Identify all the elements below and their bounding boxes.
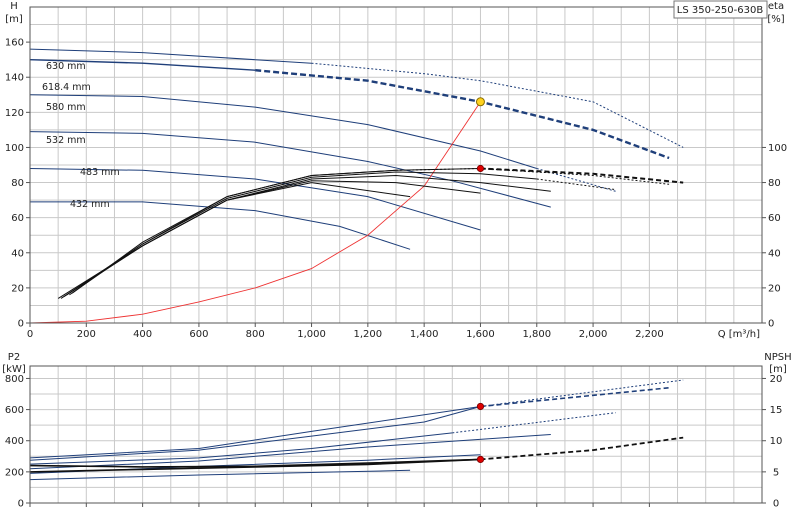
y-right-tick-label: 0 [768,319,774,330]
head-curve-532-mm [29,131,551,208]
y-right-tick-label: 15 [770,405,783,416]
efficiency-curve [60,180,481,299]
bottom-plot-frame [29,365,763,504]
y-left-axis-unit: [m] [5,14,23,25]
x-axis-label: Q [m³/h] [718,329,760,340]
npsh-curve-ext [480,436,684,461]
y-left-tick-label: 160 [5,38,24,49]
diameter-label: 432 mm [70,199,110,210]
duty-point-marker [475,97,485,107]
efficiency-curve [66,171,537,296]
y-left-tick-label: 100 [5,143,24,154]
y-left-tick-label: 600 [5,405,24,416]
npsh-curve [29,458,481,473]
y-right-tick-label: 20 [770,374,783,385]
efficiency-point-marker [476,164,485,173]
y-right-tick-label: 80 [768,178,781,189]
grid-layer [29,6,763,504]
head-curve-580-mm [29,94,537,169]
x-tick-label: 1,600 [466,329,495,340]
y-left-tick-label: 80 [11,178,24,189]
label-layer: LS 350-250-630B [673,0,768,19]
efficiency-curve-ext [395,167,670,185]
efficiency-curve [69,168,481,296]
y-right-tick-label: 20 [768,283,781,294]
y-left-tick-label: 0 [18,319,24,330]
system-curve [29,101,481,324]
x-tick-label: 1,400 [410,329,439,340]
y-right-axis-unit: [%] [767,14,784,25]
x-tick-label: 200 [77,329,96,340]
y-left-axis-unit: [kW] [2,364,26,375]
head-curve-618-4-mm [29,59,256,71]
y-right-axis-title: NPSH [764,352,791,363]
y-left-tick-label: 120 [5,108,24,119]
x-tick-label: 600 [189,329,208,340]
y-left-tick-label: 60 [11,213,24,224]
y-left-tick-label: 20 [11,283,24,294]
x-tick-label: 1,200 [354,329,383,340]
diameter-label: 532 mm [46,135,86,146]
x-tick-label: 1,000 [297,329,326,340]
product-label-box [673,0,768,19]
power-curve [29,432,453,465]
diameter-label: 580 mm [46,102,86,113]
efficiency-curve [71,169,397,294]
curve-layer [29,48,684,481]
diameter-label: 618.4 mm [42,82,91,93]
head-curve-ext-580-mm [536,168,616,192]
axis-layer: 630 mm 618.4 mm 580 mm 532 mm 483 mm 432 mm 0 2… [2,1,791,510]
y-left-axis-title: H [10,1,18,12]
power-curve-ext [480,379,684,407]
power-curve [29,406,481,461]
y-left-tick-label: 0 [18,499,24,510]
head-curve-483-mm [29,168,481,231]
y-right-tick-label: 5 [773,467,779,478]
y-left-axis-title: P2 [8,352,20,363]
product-label: LS 350-250-630B [677,5,764,16]
y-right-axis-unit: [m] [769,364,787,375]
power-curve [29,406,481,459]
y-right-tick-label: 10 [770,436,783,447]
y-right-tick-label: 40 [768,248,781,259]
y-right-tick-label: 60 [768,213,781,224]
head-curve-432-mm [30,201,411,250]
head-curve-630-mm [29,48,312,64]
power-point-marker [476,402,485,411]
x-tick-label: 2,000 [579,329,608,340]
y-left-tick-label: 140 [5,73,24,84]
x-tick-label: 0 [27,329,33,340]
efficiency-curve-ext [536,178,616,191]
efficiency-curve [63,174,551,298]
head-curve-ext-630-mm [311,62,684,148]
x-tick-label: 400 [133,329,152,340]
diameter-label: 483 mm [80,167,120,178]
y-right-axis-title: eta [768,1,784,12]
power-curve [29,469,411,481]
power-curve-ext [452,412,616,434]
y-left-tick-label: 200 [5,467,24,478]
y-right-tick-label: 0 [773,499,779,510]
diameter-label: 630 mm [46,61,86,72]
y-left-tick-label: 800 [5,374,24,385]
y-right-tick-label: 100 [768,143,787,154]
efficiency-curve-ext [480,167,684,184]
npsh-point-marker [476,455,485,464]
x-tick-label: 800 [246,329,265,340]
power-curve [29,434,551,470]
x-tick-label: 1,800 [522,329,551,340]
top-plot-frame [29,6,763,324]
y-left-tick-label: 40 [11,248,24,259]
y-left-tick-label: 400 [5,436,24,447]
x-tick-label: 2,200 [635,329,664,340]
head-curve-ext-618-4-mm [255,69,670,160]
